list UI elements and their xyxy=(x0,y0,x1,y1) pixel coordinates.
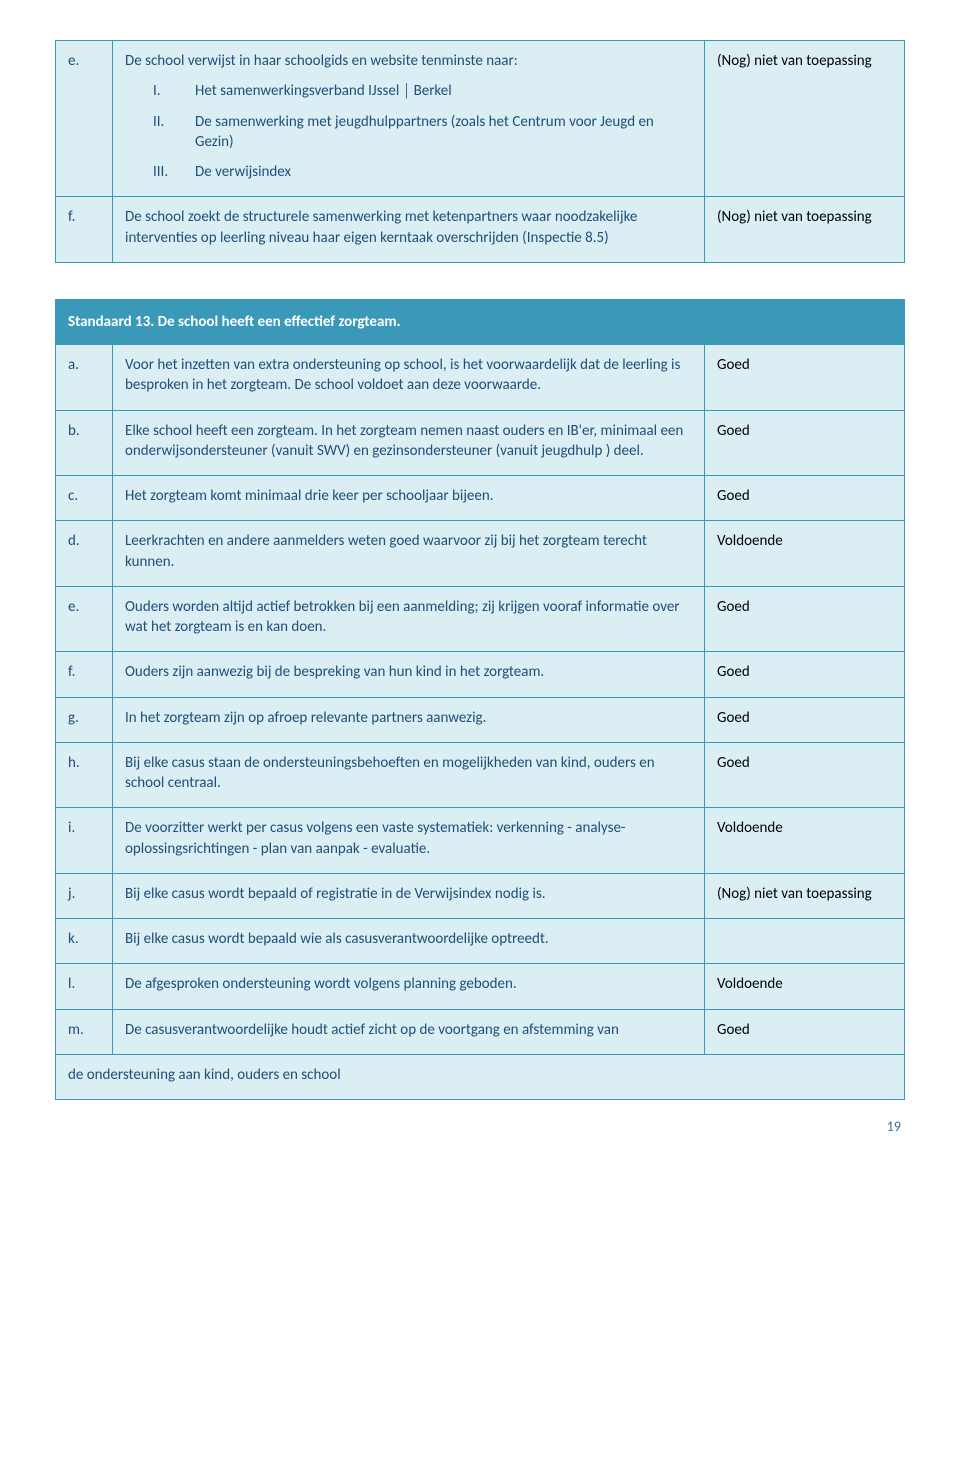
table-row: d. Leerkrachten en andere aanmelders wet… xyxy=(56,521,905,587)
row-marker: e. xyxy=(56,41,113,197)
table-row: h. Bij elke casus staan de ondersteuning… xyxy=(56,742,905,808)
table-row: j. Bij elke casus wordt bepaald of regis… xyxy=(56,873,905,918)
row-marker: d. xyxy=(56,521,113,587)
row-status: Goed xyxy=(705,476,905,521)
row-marker: f. xyxy=(56,197,113,263)
table-row: e. De school verwijst in haar schoolgids… xyxy=(56,41,905,197)
row-text: De casusverantwoordelijke houdt actief z… xyxy=(113,1009,705,1054)
row-status: Goed xyxy=(705,697,905,742)
row-status: Goed xyxy=(705,1009,905,1054)
row-text: Bij elke casus wordt bepaald wie als cas… xyxy=(113,919,705,964)
row-status: Voldoende xyxy=(705,521,905,587)
row-status xyxy=(705,919,905,964)
row-intro-text: De school verwijst in haar schoolgids en… xyxy=(125,51,692,71)
list-item-num: III. xyxy=(153,162,177,182)
row-text: Bij elke casus staan de ondersteuningsbe… xyxy=(113,742,705,808)
row-marker: b. xyxy=(56,410,113,476)
row-text: Voor het inzetten van extra ondersteunin… xyxy=(113,345,705,411)
row-marker: j. xyxy=(56,873,113,918)
row-marker: h. xyxy=(56,742,113,808)
list-item-num: I. xyxy=(153,81,177,101)
row-text: In het zorgteam zijn op afroep relevante… xyxy=(113,697,705,742)
page-number: 19 xyxy=(55,1100,905,1135)
table-row: g. In het zorgteam zijn op afroep releva… xyxy=(56,697,905,742)
table-row: i. De voorzitter werkt per casus volgens… xyxy=(56,808,905,874)
row-status: (Nog) niet van toepassing xyxy=(705,197,905,263)
row-text: De school zoekt de structurele samenwerk… xyxy=(113,197,705,263)
spacer xyxy=(55,263,905,299)
row-marker: i. xyxy=(56,808,113,874)
table-row: c. Het zorgteam komt minimaal drie keer … xyxy=(56,476,905,521)
table-footer-row: de ondersteuning aan kind, ouders en sch… xyxy=(56,1054,905,1099)
table-1: e. De school verwijst in haar schoolgids… xyxy=(55,40,905,263)
row-content: De school verwijst in haar schoolgids en… xyxy=(113,41,705,197)
list-item-num: II. xyxy=(153,112,177,153)
row-status: Goed xyxy=(705,410,905,476)
list-item-text: Het samenwerkingsverband IJssel │ Berkel xyxy=(195,81,452,101)
row-marker: m. xyxy=(56,1009,113,1054)
list-item: III. De verwijsindex xyxy=(153,162,692,182)
row-marker: g. xyxy=(56,697,113,742)
table-header: Standaard 13. De school heeft een effect… xyxy=(56,299,905,344)
row-status: Goed xyxy=(705,652,905,697)
table-row: b. Elke school heeft een zorgteam. In he… xyxy=(56,410,905,476)
table-row: f. Ouders zijn aanwezig bij de besprekin… xyxy=(56,652,905,697)
table-row: f. De school zoekt de structurele samenw… xyxy=(56,197,905,263)
row-marker: e. xyxy=(56,586,113,652)
table-row: e. Ouders worden altijd actief betrokken… xyxy=(56,586,905,652)
row-text: De voorzitter werkt per casus volgens ee… xyxy=(113,808,705,874)
list-item-text: De verwijsindex xyxy=(195,162,291,182)
row-text: Leerkrachten en andere aanmelders weten … xyxy=(113,521,705,587)
row-text: Elke school heeft een zorgteam. In het z… xyxy=(113,410,705,476)
row-status: Goed xyxy=(705,742,905,808)
footer-text: de ondersteuning aan kind, ouders en sch… xyxy=(56,1054,905,1099)
row-marker: c. xyxy=(56,476,113,521)
list-item-text: De samenwerking met jeugdhulppartners (z… xyxy=(195,112,692,153)
table-row: m. De casusverantwoordelijke houdt actie… xyxy=(56,1009,905,1054)
row-marker: l. xyxy=(56,964,113,1009)
table-header-row: Standaard 13. De school heeft een effect… xyxy=(56,299,905,344)
inner-list: I. Het samenwerkingsverband IJssel │ Ber… xyxy=(125,81,692,182)
list-item: II. De samenwerking met jeugdhulppartner… xyxy=(153,112,692,153)
table-row: a. Voor het inzetten van extra ondersteu… xyxy=(56,345,905,411)
document-page: e. De school verwijst in haar schoolgids… xyxy=(0,0,960,1165)
row-text: Ouders zijn aanwezig bij de bespreking v… xyxy=(113,652,705,697)
list-item: I. Het samenwerkingsverband IJssel │ Ber… xyxy=(153,81,692,101)
table-2: Standaard 13. De school heeft een effect… xyxy=(55,299,905,1100)
row-status: Goed xyxy=(705,586,905,652)
row-marker: a. xyxy=(56,345,113,411)
row-marker: f. xyxy=(56,652,113,697)
row-text: De afgesproken ondersteuning wordt volge… xyxy=(113,964,705,1009)
row-status: Goed xyxy=(705,345,905,411)
table-row: l. De afgesproken ondersteuning wordt vo… xyxy=(56,964,905,1009)
row-status: (Nog) niet van toepassing xyxy=(705,41,905,197)
row-status: Voldoende xyxy=(705,964,905,1009)
row-text: Ouders worden altijd actief betrokken bi… xyxy=(113,586,705,652)
row-text: Het zorgteam komt minimaal drie keer per… xyxy=(113,476,705,521)
row-marker: k. xyxy=(56,919,113,964)
row-text: Bij elke casus wordt bepaald of registra… xyxy=(113,873,705,918)
row-status: Voldoende xyxy=(705,808,905,874)
table-row: k. Bij elke casus wordt bepaald wie als … xyxy=(56,919,905,964)
row-status: (Nog) niet van toepassing xyxy=(705,873,905,918)
